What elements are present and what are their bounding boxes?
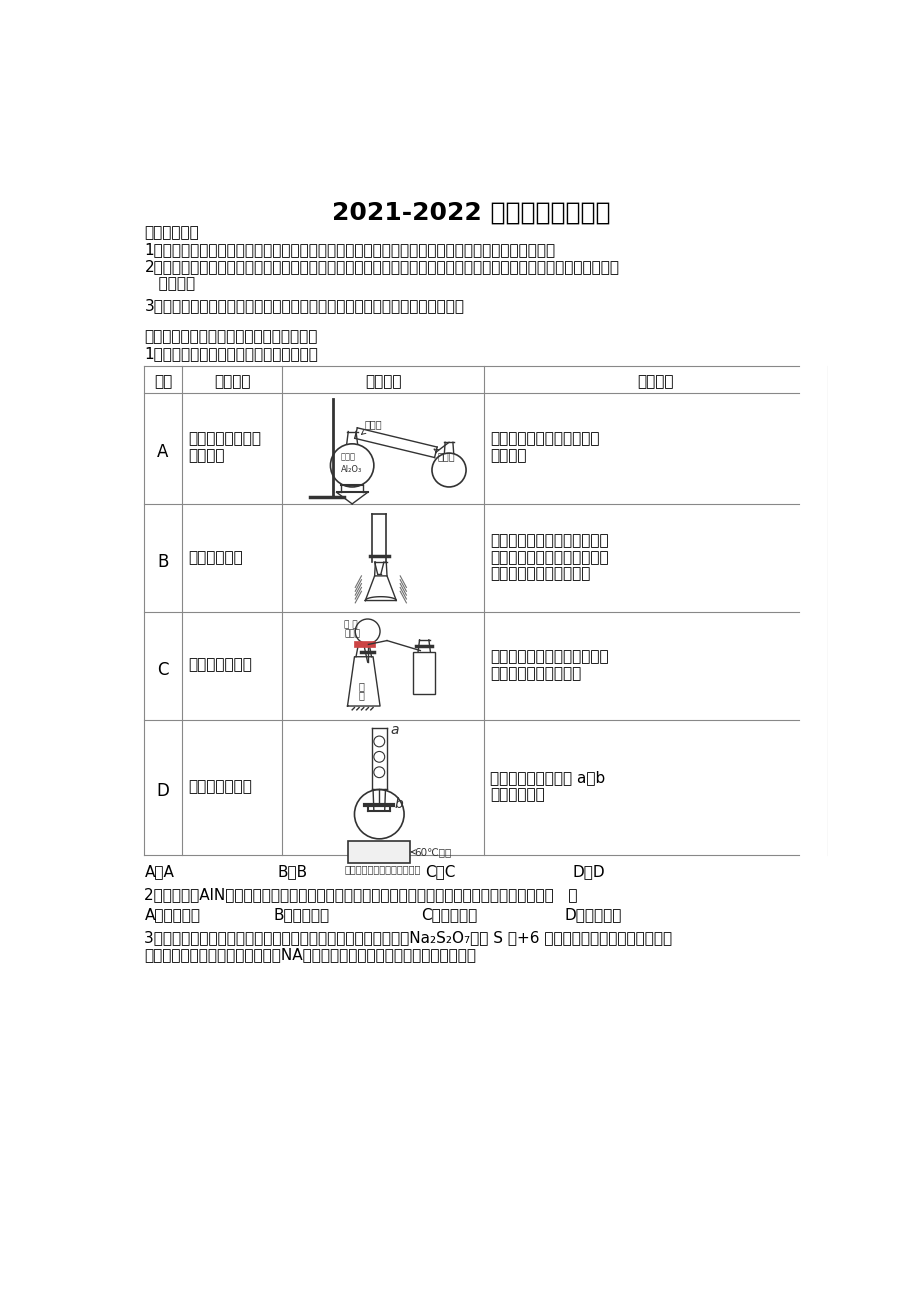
Text: 2021-2022 高考化学模拟试卷: 2021-2022 高考化学模拟试卷	[332, 201, 610, 225]
Text: 考生请注意：: 考生请注意：	[144, 225, 199, 241]
Text: 滴定管，溶液也不得溅出: 滴定管，溶液也不得溅出	[490, 566, 590, 582]
Bar	[354, 641, 374, 647]
Text: b: b	[394, 797, 403, 811]
Text: B．原子晶体: B．原子晶体	[274, 907, 330, 922]
Text: 酸碱中和滴定: 酸碱中和滴定	[187, 549, 243, 565]
Text: 石: 石	[358, 690, 364, 700]
Text: 向做圆周运动，勿使瓶口接触: 向做圆周运动，勿使瓶口接触	[490, 549, 608, 565]
Text: 2、氮化铝（AlN）熔融时不导电、难溶于水，常用作砂轮及耐高温材料，由此推知，它应该属于（   ）: 2、氮化铝（AlN）熔融时不导电、难溶于水，常用作砂轮及耐高温材料，由此推知，它…	[144, 887, 577, 902]
Text: 催化裂解正戊烷并: 催化裂解正戊烷并	[187, 431, 261, 447]
Text: A．离子晶体: A．离子晶体	[144, 907, 200, 922]
Bar	[348, 841, 410, 863]
Text: a: a	[390, 723, 398, 737]
Text: 实验室制硝基苯: 实验室制硝基苯	[187, 779, 252, 794]
Text: 1、下列有关实验的图示及分析均正确的是: 1、下列有关实验的图示及分析均正确的是	[144, 345, 318, 361]
Text: 位置上。: 位置上。	[144, 276, 196, 292]
Text: 收集产物: 收集产物	[187, 448, 224, 464]
Text: 摇动锥形瓶，使溶液向一个方: 摇动锥形瓶，使溶液向一个方	[490, 533, 608, 548]
Text: C: C	[157, 660, 168, 678]
Text: 1．答题前请将考场、试室号、座位号、考生号、姓名写在试卷密封线内，不得在试卷上作任何标记。: 1．答题前请将考场、试室号、座位号、考生号、姓名写在试卷密封线内，不得在试卷上作…	[144, 242, 555, 258]
Text: 饱 和: 饱 和	[344, 621, 357, 629]
Text: 2．第一部分选择题每小题选出答案后，需将答案写在试卷指定的括号内，第二部分非选择题答案写在试卷题目指定的: 2．第一部分选择题每小题选出答案后，需将答案写在试卷指定的括号内，第二部分非选择…	[144, 259, 618, 275]
Text: 到降低反应速率的目的: 到降低反应速率的目的	[490, 667, 581, 681]
Text: 进水口: 进水口	[434, 449, 454, 461]
Text: 60℃水浴: 60℃水浴	[411, 846, 451, 857]
Text: 正戊烷: 正戊烷	[340, 452, 355, 461]
Text: 实验图示: 实验图示	[365, 375, 401, 389]
Text: 浓硫酸、浓硝酸和苯的混合物: 浓硫酸、浓硝酸和苯的混合物	[344, 865, 420, 874]
Bar	[413, 652, 435, 694]
Text: 食盐水: 食盐水	[344, 630, 360, 639]
Text: 出水口: 出水口	[361, 419, 382, 435]
Text: 3．考生必须保证答题卡的整洁。考试结束后，请将本试卷和答题卡一并交回。: 3．考生必须保证答题卡的整洁。考试结束后，请将本试卷和答题卡一并交回。	[144, 298, 464, 312]
Text: D．金属晶体: D．金属晶体	[564, 907, 621, 922]
Text: 实验目的: 实验目的	[213, 375, 250, 389]
Text: 实验分析: 实验分析	[637, 375, 674, 389]
Text: 3、《环境科学》曾刊发我国科研部门采用零价铁活化过硫酸钠（Na₂S₂O₇其中 S 为+6 价）去除废水中的正五价砷的研: 3、《环境科学》曾刊发我国科研部门采用零价铁活化过硫酸钠（Na₂S₂O₇其中 S…	[144, 930, 672, 945]
Text: 烃和烯烃: 烃和烯烃	[490, 448, 526, 464]
Text: C．C: C．C	[425, 863, 455, 879]
Text: 一、选择题（每题只有一个选项符合题意）: 一、选择题（每题只有一个选项符合题意）	[144, 328, 317, 344]
Text: 究成果，其反应机理模型如图，（NA为阿伏加德罗常数的值）下列说法正确的是: 究成果，其反应机理模型如图，（NA为阿伏加德罗常数的值）下列说法正确的是	[144, 947, 476, 962]
Text: 反应完后，可用仪器 a、b: 反应完后，可用仪器 a、b	[490, 771, 605, 785]
Text: C．分子晶体: C．分子晶体	[421, 907, 477, 922]
Text: B: B	[157, 553, 168, 570]
Text: 选项: 选项	[153, 375, 172, 389]
Text: D: D	[156, 783, 169, 799]
Text: Al₂O₃: Al₂O₃	[341, 465, 362, 474]
Text: 电: 电	[358, 681, 364, 691]
Text: 制取并收集乙炔: 制取并收集乙炔	[187, 658, 252, 673]
Text: 用饱和食盐水代替纯水，可达: 用饱和食盐水代替纯水，可达	[490, 648, 608, 664]
Text: D．D: D．D	[572, 863, 604, 879]
Text: A: A	[157, 443, 168, 461]
Text: A．A: A．A	[144, 863, 174, 879]
Text: 蒸馏得到产品: 蒸馏得到产品	[490, 788, 544, 802]
Text: 正戊烷裂解为分子较小的烷: 正戊烷裂解为分子较小的烷	[490, 431, 599, 447]
Text: B．B: B．B	[278, 863, 308, 879]
